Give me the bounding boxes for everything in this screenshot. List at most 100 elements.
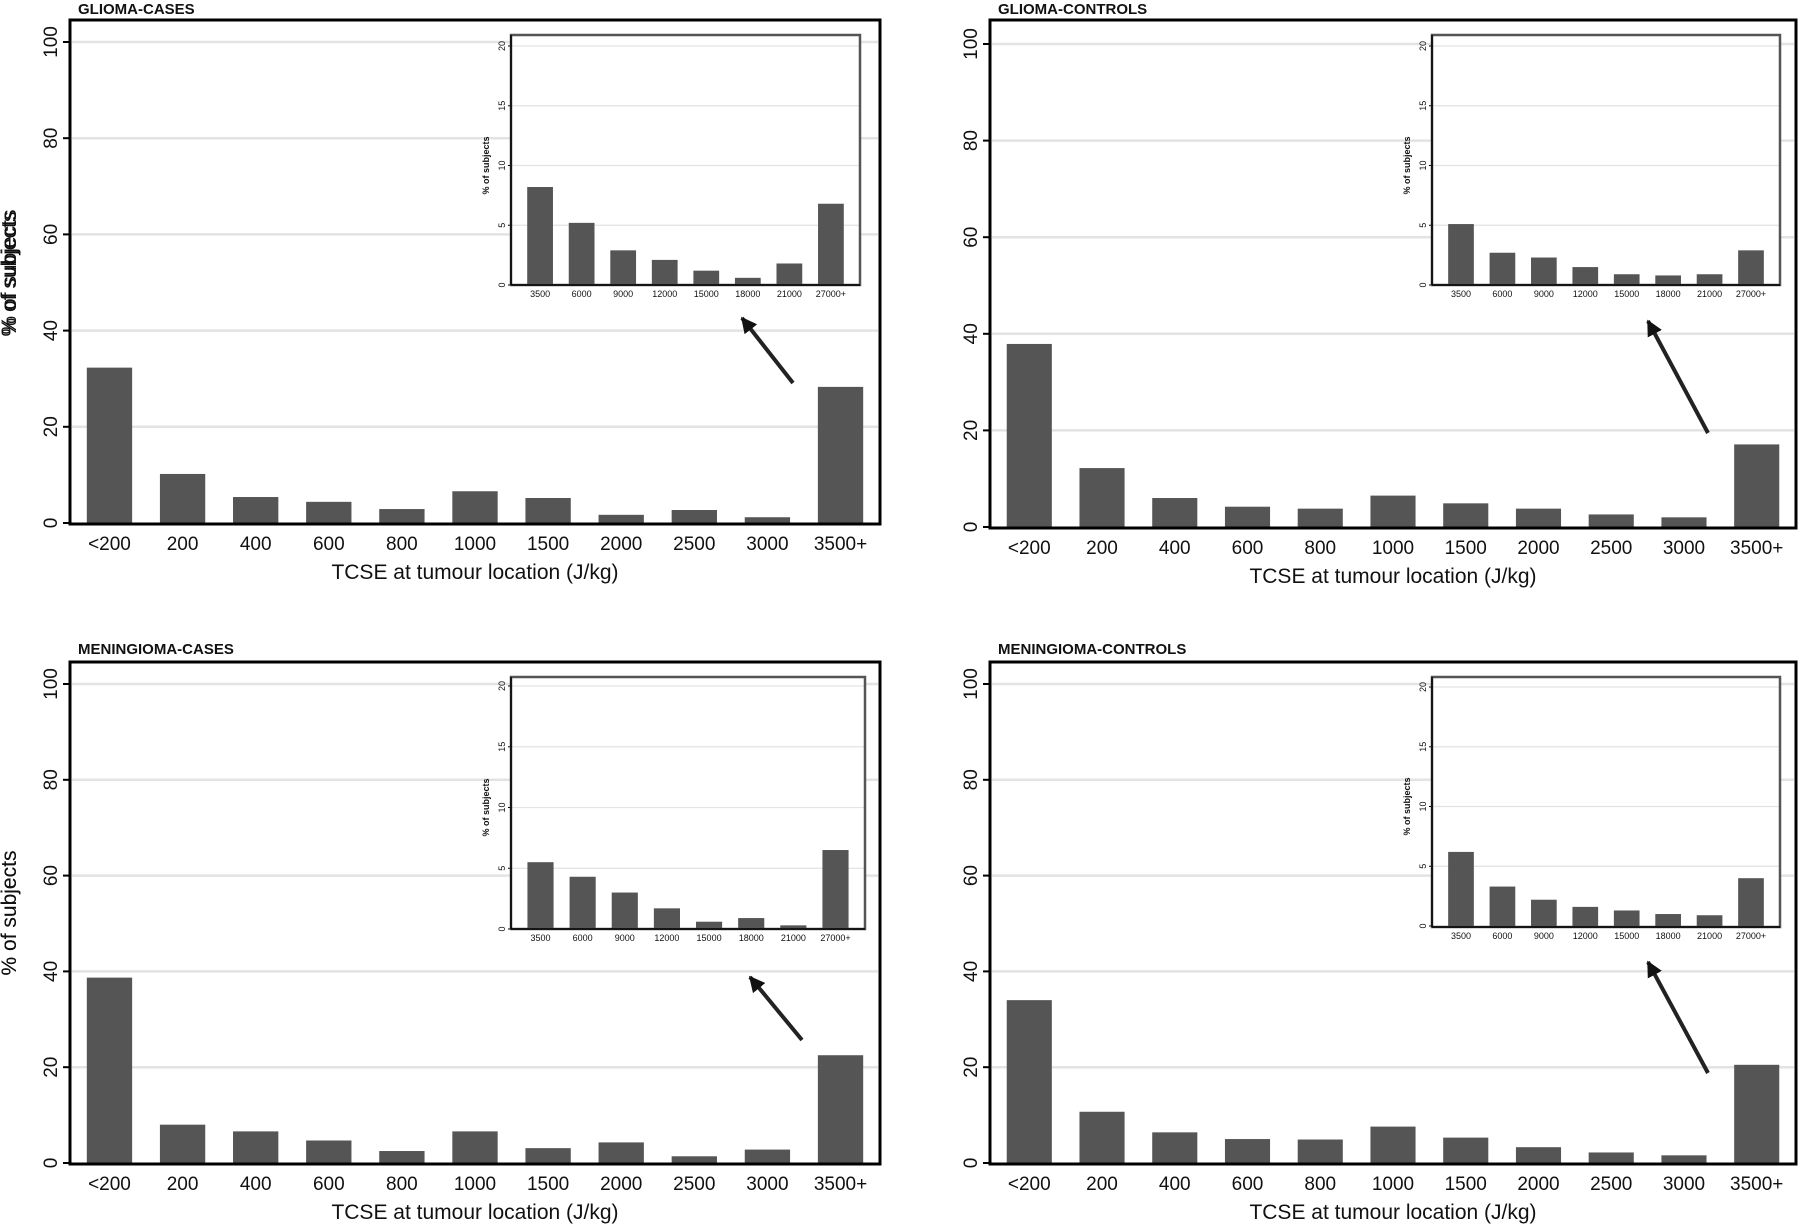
y-tick-label: 20: [41, 1057, 62, 1078]
y-tick-label: 40: [961, 961, 982, 982]
inset-x-tick-label: 12000: [1573, 931, 1598, 941]
inset-x-tick-label: 12000: [1573, 289, 1598, 299]
inset-y-tick-label: 0: [1418, 923, 1428, 928]
x-tick-label: <200: [1008, 1174, 1051, 1195]
y-tick-label: 0: [41, 1158, 62, 1169]
inset-x-tick-label: 15000: [1614, 289, 1639, 299]
y-tick-label: 80: [41, 769, 62, 790]
inset-bar-8: [822, 850, 849, 929]
inset-bar-8: [1738, 878, 1764, 926]
inset-x-tick-label: 3500: [530, 933, 550, 943]
y-tick-label: 40: [961, 323, 982, 344]
panel-title: GLIOMA-CONTROLS: [998, 1, 1147, 18]
inset-x-tick-label: 18000: [1656, 289, 1681, 299]
y-tick-label: 0: [961, 522, 982, 533]
inset-x-tick-label: 9000: [1534, 931, 1554, 941]
inset-bar-5: [1613, 910, 1640, 926]
bar-2: [1079, 1111, 1125, 1163]
x-tick-label: 3000: [1663, 1174, 1705, 1195]
inset-y-tick-label: 5: [1418, 864, 1428, 869]
inset-x-tick-label: 21000: [1697, 931, 1722, 941]
inset-x-tick-label: 3500: [530, 289, 550, 299]
inset-bar-5: [696, 921, 723, 929]
bar-5: [1297, 508, 1343, 527]
inset-y-tick-label: 0: [1418, 282, 1428, 287]
panel-title: GLIOMA-CASES: [78, 1, 195, 18]
inset-y-tick-label: 10: [1418, 160, 1428, 170]
inset-x-tick-label: 9000: [615, 933, 635, 943]
x-tick-label: 1500: [527, 1174, 569, 1195]
y-axis-label: % of subjects: [0, 851, 21, 976]
inset-y-tick-label: 15: [497, 101, 507, 111]
inset-y-tick-label: 20: [1418, 682, 1428, 692]
inset-bar-7: [1696, 274, 1723, 285]
inset-bar-7: [776, 263, 803, 285]
inset-y-tick-label: 10: [1418, 801, 1428, 811]
inset-bar-5: [693, 270, 720, 285]
inset-bar-4: [651, 259, 678, 285]
y-tick-label: 20: [961, 420, 982, 441]
inset-x-tick-label: 18000: [735, 289, 760, 299]
bar-10: [744, 517, 791, 523]
inset-y-tick-label: 5: [497, 223, 507, 228]
y-tick-label: 60: [961, 865, 982, 886]
inset-background: [1432, 35, 1780, 285]
panel-1: GLIOMA-CASES<200 200 400 600 800 1000 1500 2000…: [0, 1, 882, 584]
x-tick-label: 400: [240, 534, 272, 555]
x-tick-label: 3500+: [1730, 538, 1783, 559]
bar-6: [1370, 495, 1416, 527]
inset-x-tick-label: 9000: [1534, 289, 1554, 299]
x-tick-label: 1000: [1372, 538, 1414, 559]
x-axis-label: TCSE at tumour location (J/kg): [1249, 565, 1536, 588]
panel-3: MENINGIOMA-CASES<200 200 400 600 800 1000 1500…: [0, 641, 882, 1224]
bar-2: [1079, 468, 1125, 527]
plot-frame: [68, 660, 882, 1166]
inset-y-axis-label: % of subjects: [481, 136, 491, 194]
inset-bar-2: [1489, 886, 1516, 926]
x-tick-label: 400: [1159, 538, 1191, 559]
x-tick-label: 800: [386, 1174, 418, 1195]
y-tick-label: 20: [41, 416, 62, 437]
x-axis-label: TCSE at tumour location (J/kg): [331, 561, 618, 584]
inset-bar-6: [1655, 275, 1681, 285]
y-tick-label: 40: [41, 961, 62, 982]
inset-bar-6: [734, 277, 761, 285]
inset-bar-3: [1531, 899, 1557, 926]
inset-x-tick-label: 18000: [739, 933, 764, 943]
bar-2: [159, 1124, 206, 1163]
bar-6: [452, 1131, 498, 1163]
pointer-arrow: [1646, 319, 1710, 434]
x-tick-label: 600: [313, 1174, 345, 1195]
y-tick-label: 20: [961, 1057, 982, 1078]
inset-bar-8: [1738, 250, 1764, 285]
bar-7: [1443, 1137, 1489, 1163]
bar-11: [1734, 444, 1780, 527]
bar-7: [525, 497, 571, 523]
bar-1: [1006, 1000, 1052, 1163]
bar-8: [598, 1142, 644, 1163]
y-tick-label: 0: [41, 518, 62, 529]
inset-x-tick-label: 27000+: [820, 933, 850, 943]
y-tick-label: 100: [961, 668, 982, 700]
inset-bar-1: [527, 862, 554, 929]
x-tick-label: 1500: [527, 534, 569, 555]
inset-x-tick-label: 27000+: [816, 289, 846, 299]
x-tick-label: 1000: [454, 534, 496, 555]
bar-10: [1661, 1155, 1707, 1163]
bar-9: [671, 1156, 717, 1163]
panel-2: GLIOMA-CONTROLS<200 200 400 600 800 1000 1500 2…: [0, 1, 1798, 588]
inset-bar-3: [611, 892, 638, 929]
inset-bar-1: [527, 187, 553, 285]
inset-y-tick-label: 15: [1418, 742, 1428, 752]
x-tick-label: 200: [167, 534, 199, 555]
x-tick-label: 200: [1086, 1174, 1118, 1195]
panel-title: MENINGIOMA-CONTROLS: [998, 641, 1186, 658]
bar-7: [525, 1148, 571, 1163]
inset-bar-7: [1696, 915, 1723, 926]
panel-title: MENINGIOMA-CASES: [78, 641, 234, 658]
y-tick-label: 100: [961, 28, 982, 60]
pointer-arrow: [748, 975, 804, 1042]
bar-9: [671, 510, 717, 523]
x-tick-label: 2500: [673, 1174, 715, 1195]
inset-x-tick-label: 21000: [1697, 289, 1722, 299]
